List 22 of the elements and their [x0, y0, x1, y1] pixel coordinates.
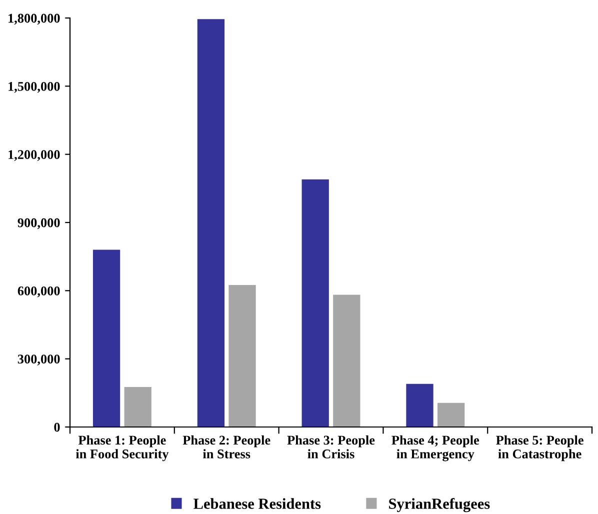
bar [197, 19, 225, 427]
legend-label: Lebanese Residents [194, 498, 321, 509]
x-tick-label: Phase 1: People in Food Security [76, 435, 169, 462]
y-tick-label: 900,000 [18, 218, 60, 230]
bar [437, 402, 465, 427]
bar [92, 250, 120, 427]
bar [302, 179, 329, 427]
x-tick-label: Phase 5: People in Catastrophe [496, 435, 584, 462]
x-tick-label: Phase 4; People in Emergency [392, 435, 480, 462]
y-tick-label: 1,200,000 [8, 150, 60, 161]
x-tick-label: Phase 2: People in Stress [182, 435, 270, 458]
bar [228, 284, 256, 427]
y-tick-label: 1,800,000 [8, 14, 60, 25]
y-tick-label: 600,000 [18, 286, 60, 298]
y-tick-label: 1,500,000 [8, 82, 60, 93]
bar [333, 294, 360, 427]
legend-label: SyrianRefugees [389, 498, 490, 512]
y-tick-label: 0 [54, 422, 60, 432]
y-tick-label: 300,000 [18, 354, 60, 366]
x-tick-label: Phase 3: People in Crisis [287, 435, 375, 458]
bar [406, 384, 434, 427]
bar [124, 387, 152, 427]
